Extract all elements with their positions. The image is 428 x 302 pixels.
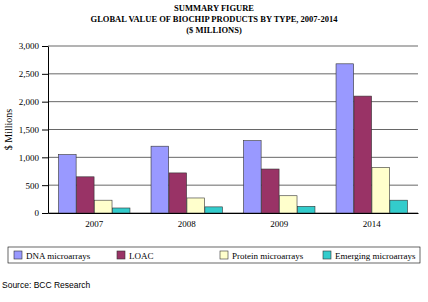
bar (336, 64, 354, 213)
y-tick-label: 500 (26, 181, 40, 191)
y-tick-mark (42, 130, 48, 131)
y-axis-title: $ Millions (3, 109, 14, 151)
bar (244, 141, 262, 213)
bar (187, 198, 205, 213)
bar (390, 200, 408, 213)
y-tick-mark (42, 74, 48, 75)
x-axis: 2007 2008 2009 2014 (49, 213, 419, 229)
y-tick-mark (42, 213, 48, 214)
x-tick-label: 2007 (85, 219, 104, 229)
x-axis-line (49, 213, 419, 214)
y-tick-mark (42, 157, 48, 158)
y-tick-label: 2,500 (19, 69, 40, 79)
y-tick-label: 2,000 (19, 97, 40, 107)
y-tick: 2,500 (19, 69, 48, 79)
y-axis-line (48, 47, 49, 214)
bar (372, 167, 390, 213)
grid-line (48, 73, 418, 74)
chart: SUMMARY FIGUREGLOBAL VALUE OF BIOCHIP PR… (0, 0, 428, 302)
legend-swatch (117, 251, 125, 259)
bar (354, 96, 372, 213)
bar (151, 146, 169, 213)
subtitle: ($ MILLIONS) (186, 25, 242, 35)
bars (59, 64, 408, 213)
y-tick: 0 (35, 208, 49, 218)
bar (112, 208, 130, 213)
bar (59, 155, 77, 213)
y-tick-mark (42, 46, 48, 47)
y-tick: 500 (26, 181, 49, 191)
legend-box (8, 247, 420, 263)
x-tick-label: 2014 (363, 219, 382, 229)
y-tick-mark (42, 102, 48, 103)
x-tick: 2007 (85, 213, 104, 229)
x-tick-label: 2009 (270, 219, 289, 229)
bar (261, 169, 279, 213)
grid-line (48, 46, 418, 47)
bar (205, 207, 223, 213)
x-tick: 2009 (270, 213, 289, 229)
y-tick-label: 0 (35, 208, 40, 218)
subtitle: GLOBAL VALUE OF BIOCHIP PRODUCTS BY TYPE… (91, 14, 339, 24)
legend-swatch (14, 251, 22, 259)
legend-swatch (220, 251, 228, 259)
plot: 05001,0001,5002,0002,5003,00020072008200… (19, 41, 419, 229)
y-tick: 1,000 (19, 153, 48, 163)
legend: DNA microarrays LOAC Protein microarrays Em… (8, 247, 420, 263)
bar (297, 206, 315, 213)
legend-label: Emerging microarrays (335, 251, 416, 261)
y-tick: 1,500 (19, 125, 48, 135)
y-tick-mark (42, 185, 48, 186)
y-tick-label: 3,000 (19, 41, 40, 51)
bar (279, 196, 297, 213)
y-axis: 0 500 1,000 1,500 2,000 2,500 3,000 (19, 41, 49, 218)
y-tick: 3,000 (19, 41, 48, 51)
legend-swatch (323, 251, 331, 259)
bar (169, 173, 187, 213)
x-tick: 2008 (178, 213, 197, 229)
y-tick-label: 1,000 (19, 153, 40, 163)
source-note: Source: BCC Research (2, 280, 91, 290)
x-tick-label: 2008 (178, 219, 197, 229)
y-tick-label: 1,500 (19, 125, 40, 135)
legend-label: Protein microarrays (232, 251, 304, 261)
legend-label: DNA microarrays (26, 251, 91, 261)
grid (48, 46, 418, 213)
bar (76, 177, 94, 213)
y-tick: 2,000 (19, 97, 48, 107)
title: SUMMARY FIGURE (174, 3, 254, 13)
x-tick: 2014 (363, 213, 382, 229)
legend-label: LOAC (129, 251, 154, 261)
bar (94, 200, 112, 213)
